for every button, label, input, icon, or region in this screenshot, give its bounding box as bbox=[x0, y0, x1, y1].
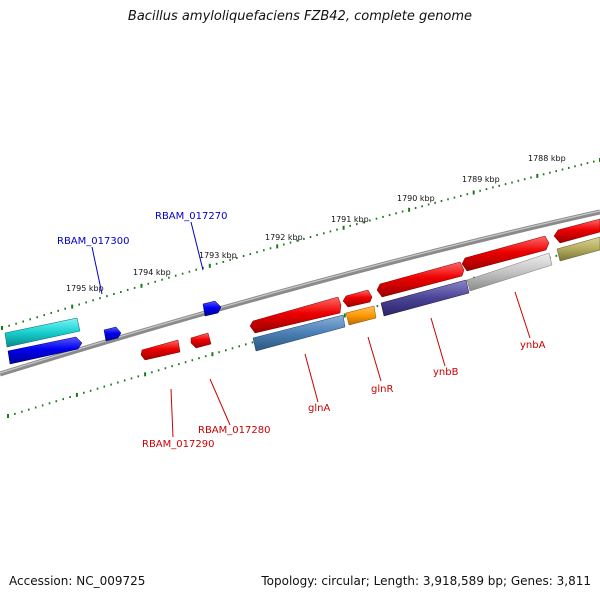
accession-label: Accession: NC_009725 bbox=[9, 574, 146, 588]
gene-reverse-rbam-017280[interactable] bbox=[190, 332, 212, 349]
gene-forward-red-3[interactable] bbox=[376, 261, 465, 298]
gene-label-glnr: glnR bbox=[371, 384, 393, 395]
tick-label-1794: 1794 kbp bbox=[133, 268, 171, 277]
gene-label-rbam-017280: RBAM_017280 bbox=[198, 425, 270, 436]
gene-steelblue[interactable] bbox=[252, 314, 346, 352]
gene-forward-blue-rbam-017270[interactable] bbox=[202, 300, 222, 317]
gene-label-rbam-017270: RBAM_017270 bbox=[155, 211, 227, 222]
connector-rbam-017290 bbox=[170, 388, 174, 438]
gene-label-ynba: ynbA bbox=[520, 340, 546, 351]
gene-forward-red-1[interactable] bbox=[249, 296, 342, 334]
gene-orange[interactable] bbox=[345, 305, 377, 326]
tick-label-1793: 1793 kbp bbox=[199, 251, 237, 260]
gene-forward-red-2[interactable] bbox=[342, 289, 373, 308]
gene-forward-red-4[interactable] bbox=[461, 235, 550, 272]
gene-label-glna: glnA bbox=[308, 403, 330, 414]
connector-ynbb bbox=[430, 317, 446, 367]
connector-ynba bbox=[514, 291, 531, 339]
tick-label-1790: 1790 kbp bbox=[397, 194, 435, 203]
connector-glna bbox=[304, 353, 319, 403]
connector-rbam-017280 bbox=[209, 378, 231, 426]
gene-lightgray[interactable] bbox=[466, 252, 553, 292]
gene-label-rbam-017290: RBAM_017290 bbox=[142, 439, 214, 450]
tick-label-1789: 1789 kbp bbox=[462, 175, 500, 184]
gene-olive[interactable] bbox=[556, 236, 600, 262]
tick-label-1792: 1792 kbp bbox=[265, 233, 303, 242]
connector-glnr bbox=[367, 336, 382, 382]
genome-backbone-highlight bbox=[0, 210, 600, 374]
gene-purple[interactable] bbox=[380, 279, 470, 317]
genome-summary: Topology: circular; Length: 3,918,589 bp… bbox=[261, 574, 591, 588]
outer-tick-ring bbox=[1, 158, 600, 330]
map-title: Bacillus amyloliquefaciens FZB42, comple… bbox=[127, 9, 473, 24]
tick-label-1788: 1788 kbp bbox=[528, 154, 566, 163]
gene-label-rbam-017300: RBAM_017300 bbox=[57, 236, 129, 247]
connector-rbam-017300 bbox=[91, 246, 103, 295]
gene-reverse-rbam-017290[interactable] bbox=[140, 339, 181, 361]
gene-forward-red-5[interactable] bbox=[553, 218, 600, 244]
gene-label-ynbb: ynbB bbox=[433, 367, 459, 378]
tick-label-1795: 1795 kbp bbox=[66, 284, 104, 293]
genome-backbone bbox=[0, 209, 600, 377]
gene-forward-cyan[interactable] bbox=[4, 317, 81, 348]
gene-blue-long[interactable] bbox=[7, 336, 83, 365]
tick-label-1791: 1791 kbp bbox=[331, 215, 369, 224]
gene-forward-blue-small[interactable] bbox=[103, 326, 122, 342]
connector-rbam-017270 bbox=[190, 221, 204, 271]
